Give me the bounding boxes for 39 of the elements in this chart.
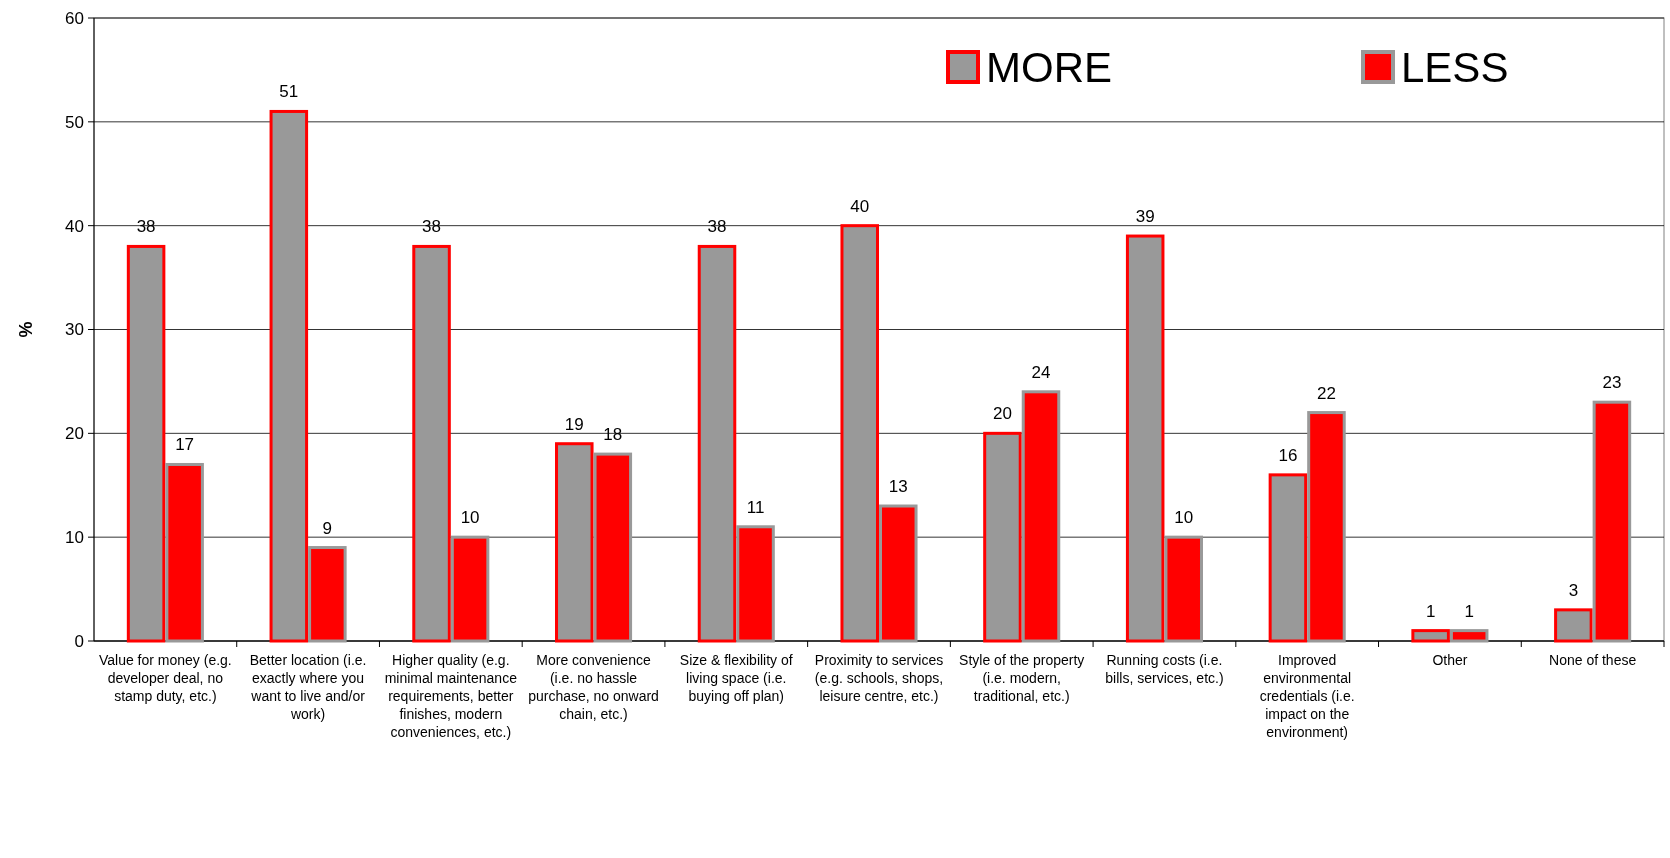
x-tick-label: Value for money (e.g. developer deal, no stamp duty, etc.) (98, 652, 232, 704)
data-label: 23 (1602, 373, 1622, 393)
data-label: 19 (564, 414, 584, 434)
x-tick-label: Higher quality (e.g. minimal maintenance requirements, better finishes, modern conveniences, etc.) (384, 652, 518, 740)
x-tick-label: Size & flexibility of living space (i.e. buying off plan) (679, 652, 793, 704)
data-label: 17 (175, 435, 195, 455)
x-tick-label: Proximity to services (e.g. schools, shops, leisure centre, etc.) (814, 652, 944, 704)
x-tick-label: None of these (1549, 652, 1637, 668)
data-label: 16 (1278, 445, 1298, 465)
y-tick-label: 60 (65, 8, 84, 28)
legend-label: LESS (1401, 44, 1509, 92)
data-label: 13 (888, 477, 908, 497)
data-label: 22 (1316, 383, 1336, 403)
data-label: 3 (1568, 580, 1579, 600)
y-tick-label: 0 (74, 631, 84, 651)
data-label: 1 (1464, 601, 1474, 621)
y-tick-label: 40 (65, 216, 84, 236)
y-tick-label: 10 (65, 528, 84, 548)
data-label: 51 (279, 82, 299, 102)
data-label: 10 (1174, 508, 1194, 528)
data-label: 24 (1031, 362, 1051, 382)
x-tick-label: More convenience (i.e. no hassle purchase, no onward chain, etc.) (528, 652, 659, 722)
x-tick-label: Improved environmental credentials (i.e. impact on the environment) (1259, 652, 1355, 740)
data-label: 1 (1425, 601, 1436, 621)
legend-label: MORE (986, 44, 1112, 92)
data-label: 10 (460, 508, 480, 528)
data-label: 20 (993, 404, 1012, 424)
x-tick-label: Other (1432, 652, 1468, 668)
x-tick-label: Running costs (i.e. bills, services, etc.) (1105, 652, 1224, 686)
y-tick-label: 30 (65, 320, 84, 340)
data-label: 11 (746, 497, 765, 517)
data-label: 39 (1135, 207, 1155, 227)
y-axis-title: % (16, 321, 36, 338)
y-tick-label: 20 (65, 424, 84, 444)
y-tick-label: 50 (65, 112, 84, 132)
data-label: 40 (850, 196, 870, 216)
data-label: 9 (322, 518, 333, 538)
x-tick-label: Style of the property (i.e. modern, traditional, etc.) (959, 652, 1085, 704)
x-tick-label: Better location (i.e. exactly where you want to live and/or work) (249, 652, 367, 722)
